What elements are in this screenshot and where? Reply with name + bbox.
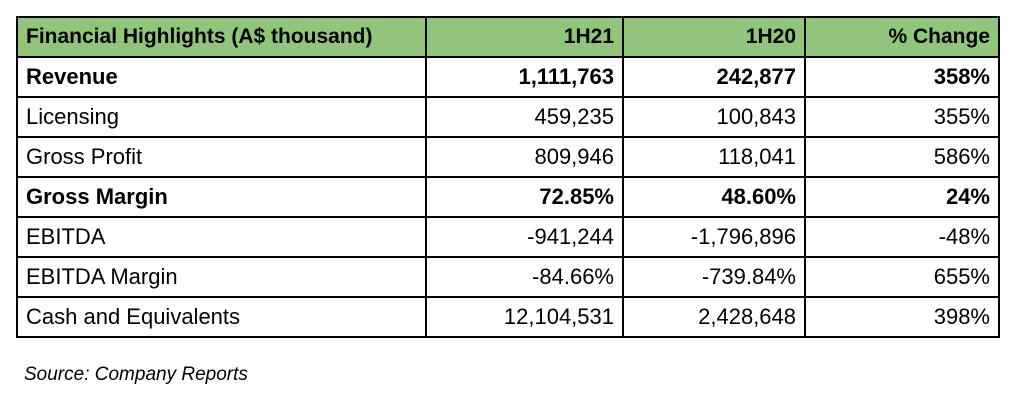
row-label: EBITDA [16,216,427,258]
source-note: Source: Company Reports [24,364,248,385]
row-1h20: 242,877 [622,56,806,98]
row-1h21: 12,104,531 [425,296,624,338]
table-row: EBITDA -941,244 -1,796,896 -48% [16,216,1000,258]
row-change: 586% [804,136,1000,178]
row-1h21: 459,235 [425,96,624,138]
table-row: Revenue 1,111,763 242,877 358% [16,56,1000,98]
row-1h21: -941,244 [425,216,624,258]
header-change: % Change [804,16,1000,58]
financial-highlights-table: Financial Highlights (A$ thousand) 1H21 … [16,16,1000,338]
table-header-row: Financial Highlights (A$ thousand) 1H21 … [16,16,1000,58]
row-change: -48% [804,216,1000,258]
table-row: Gross Margin 72.85% 48.60% 24% [16,176,1000,218]
row-1h20: -1,796,896 [622,216,806,258]
header-1h20: 1H20 [622,16,806,58]
row-label: Gross Profit [16,136,427,178]
row-label: Licensing [16,96,427,138]
row-1h21: 72.85% [425,176,624,218]
row-1h21: 1,111,763 [425,56,624,98]
header-1h21: 1H21 [425,16,624,58]
row-label: Revenue [16,56,427,98]
table-row: Cash and Equivalents 12,104,531 2,428,64… [16,296,1000,338]
row-label: Gross Margin [16,176,427,218]
row-change: 398% [804,296,1000,338]
row-label: Cash and Equivalents [16,296,427,338]
table-row: Licensing 459,235 100,843 355% [16,96,1000,138]
row-1h20: 2,428,648 [622,296,806,338]
table-row: Gross Profit 809,946 118,041 586% [16,136,1000,178]
row-1h21: -84.66% [425,256,624,298]
row-change: 24% [804,176,1000,218]
row-change: 358% [804,56,1000,98]
row-1h20: 100,843 [622,96,806,138]
table-row: EBITDA Margin -84.66% -739.84% 655% [16,256,1000,298]
header-label: Financial Highlights (A$ thousand) [16,16,427,58]
row-1h20: 118,041 [622,136,806,178]
row-change: 355% [804,96,1000,138]
row-1h21: 809,946 [425,136,624,178]
row-change: 655% [804,256,1000,298]
row-1h20: 48.60% [622,176,806,218]
row-1h20: -739.84% [622,256,806,298]
row-label: EBITDA Margin [16,256,427,298]
